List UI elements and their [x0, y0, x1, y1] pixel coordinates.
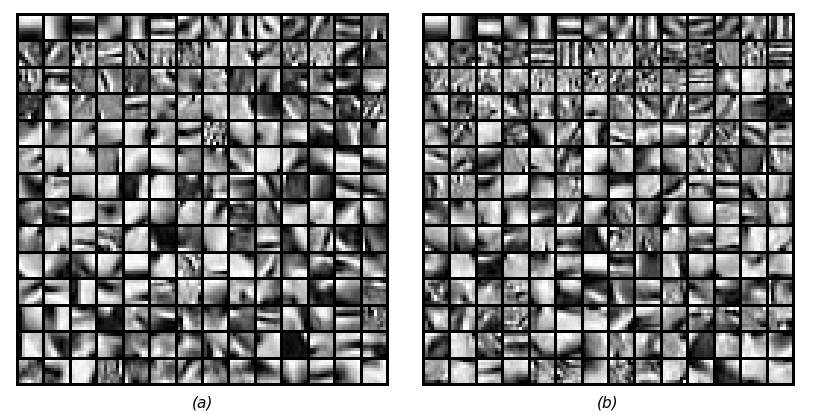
- Text: (a): (a): [192, 396, 214, 411]
- Text: (b): (b): [597, 396, 619, 411]
